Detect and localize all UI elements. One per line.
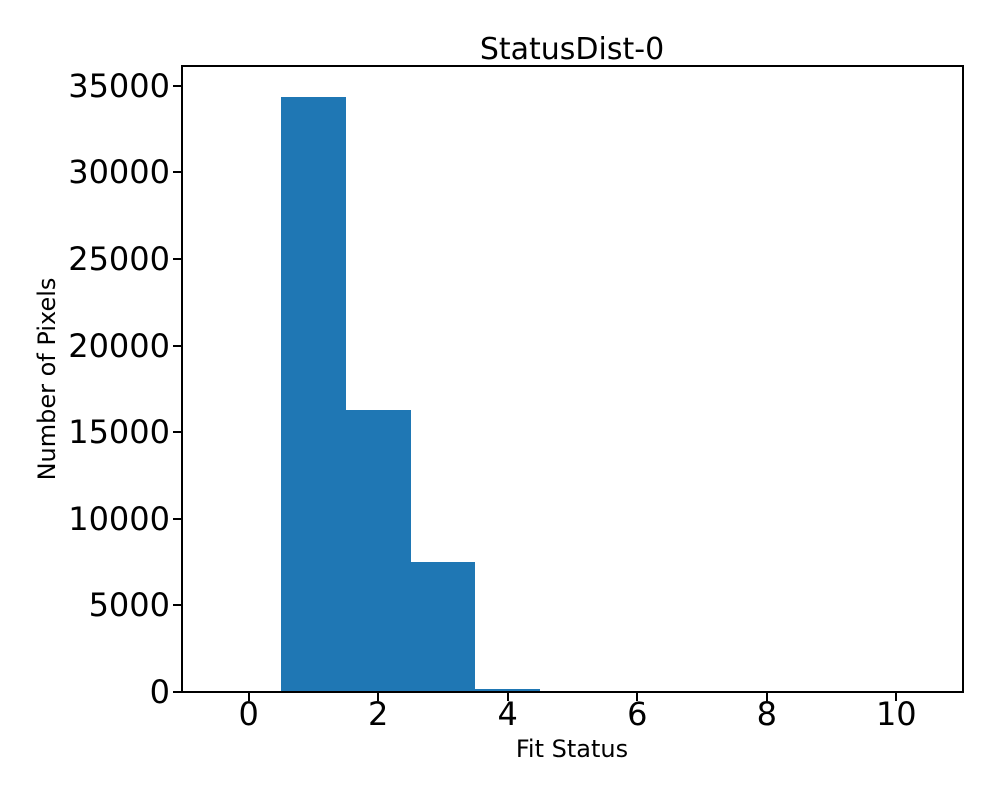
y-tick-mark bbox=[173, 691, 181, 693]
x-tick-label: 2 bbox=[368, 695, 389, 733]
y-tick-label: 0 bbox=[149, 673, 170, 711]
x-tick-label: 4 bbox=[497, 695, 518, 733]
y-tick-label: 30000 bbox=[68, 153, 170, 192]
x-tick-mark bbox=[247, 693, 250, 701]
y-tick-mark bbox=[173, 517, 181, 520]
y-tick-mark bbox=[173, 604, 181, 607]
x-tick-label: 0 bbox=[238, 695, 259, 733]
x-tick-mark bbox=[895, 693, 898, 701]
x-tick-mark bbox=[765, 693, 768, 701]
y-tick-mark bbox=[173, 171, 181, 174]
x-tick-label: 10 bbox=[875, 695, 917, 733]
y-axis-label: Number of Pixels bbox=[33, 277, 61, 481]
histogram-bar bbox=[475, 689, 541, 692]
histogram-bar bbox=[345, 409, 411, 692]
x-tick-mark bbox=[377, 693, 380, 701]
x-tick-label: 8 bbox=[756, 695, 777, 733]
x-tick-label: 6 bbox=[627, 695, 648, 733]
y-tick-mark bbox=[173, 84, 181, 87]
histogram-bar bbox=[410, 561, 476, 692]
y-tick-label: 5000 bbox=[88, 586, 170, 625]
chart-title: StatusDist-0 bbox=[479, 32, 665, 67]
y-tick-label: 20000 bbox=[68, 326, 170, 365]
y-tick-label: 25000 bbox=[68, 239, 170, 278]
y-tick-label: 15000 bbox=[68, 413, 170, 452]
x-axis-label: Fit Status bbox=[515, 735, 629, 763]
x-tick-mark bbox=[636, 693, 639, 701]
y-tick-mark bbox=[173, 257, 181, 260]
y-tick-mark bbox=[173, 431, 181, 434]
histogram-bar bbox=[281, 97, 346, 692]
x-tick-mark bbox=[506, 693, 509, 701]
y-tick-mark bbox=[173, 344, 181, 347]
y-tick-label: 10000 bbox=[68, 499, 170, 538]
y-tick-label: 35000 bbox=[68, 66, 170, 105]
